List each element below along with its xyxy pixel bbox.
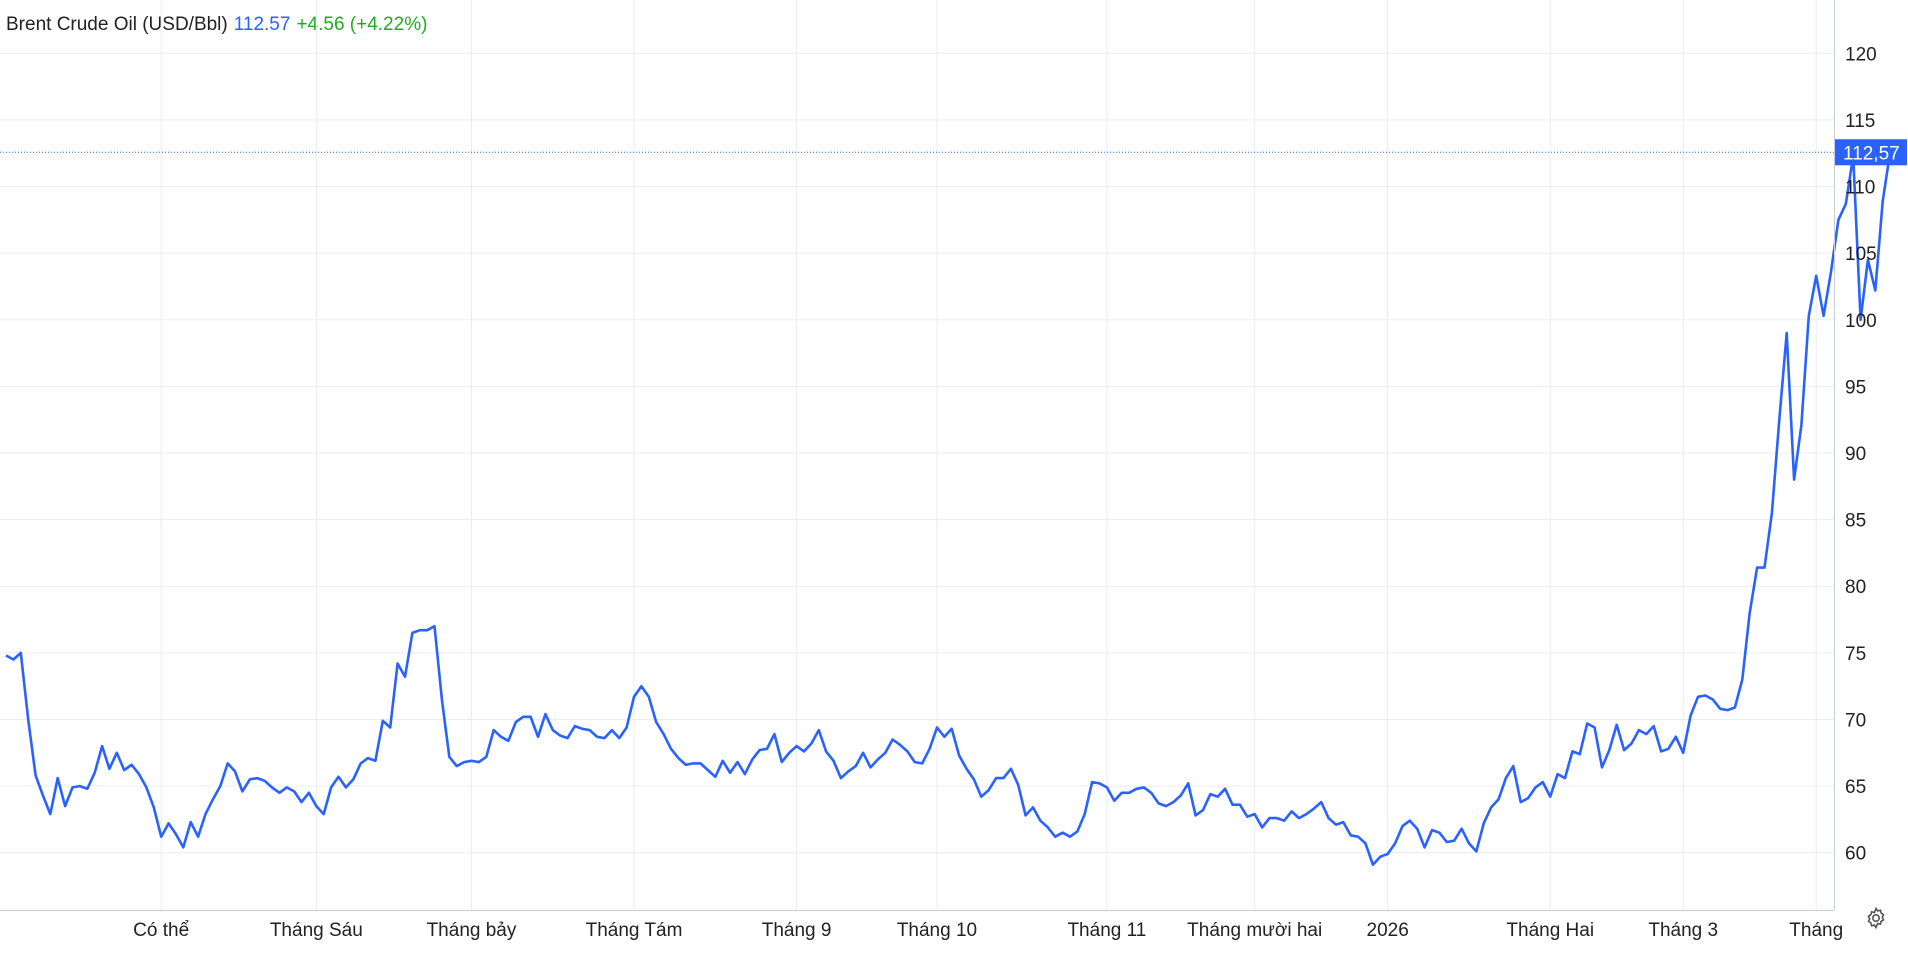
x-tick-label: Tháng 9 — [762, 920, 832, 941]
x-tick-label: Tháng bảy — [427, 920, 517, 941]
last-price: 112.57 — [233, 14, 291, 35]
grid — [0, 0, 1834, 910]
y-tick-label: 65 — [1845, 777, 1866, 798]
y-tick-label: 80 — [1845, 577, 1866, 598]
y-tick-label: 110 — [1845, 178, 1875, 199]
y-tick-label: 60 — [1845, 844, 1866, 865]
y-tick-label: 100 — [1845, 311, 1877, 332]
x-tick-label: Tháng mười hai — [1187, 920, 1322, 941]
y-tick-label: 75 — [1845, 644, 1866, 665]
chart-header: Brent Crude Oil (USD/Bbl) 112.57 +4.56 (+4… — [6, 14, 433, 36]
instrument-name: Brent Crude Oil (USD/Bbl) — [6, 14, 228, 35]
brent-price-line — [5, 152, 1892, 867]
y-tick-label: 95 — [1845, 377, 1866, 398]
y-tick-label: 115 — [1845, 111, 1875, 132]
x-tick-label: Tháng — [1789, 920, 1843, 941]
x-tick-label: Tháng Tám — [586, 920, 683, 941]
x-tick-label: Tháng 10 — [897, 920, 977, 941]
price-change: +4.56 (+4.22%) — [296, 14, 428, 35]
x-tick-label: Tháng 3 — [1648, 920, 1718, 941]
axes: 60 65 70 75 80 85 90 95 100 105 110 115 120 Có thể Thá… — [0, 0, 1907, 941]
settings-button[interactable] — [1864, 906, 1888, 930]
x-tick-label: 2026 — [1367, 920, 1409, 941]
x-tick-label: Có thể — [133, 920, 189, 941]
y-tick-label: 90 — [1845, 444, 1866, 465]
x-tick-label: Tháng Hai — [1506, 920, 1594, 941]
x-tick-label: Tháng Sáu — [270, 920, 363, 941]
y-tick-label: 120 — [1845, 44, 1877, 65]
y-tick-label: 70 — [1845, 710, 1866, 731]
series — [5, 152, 1892, 867]
y-tick-label: 85 — [1845, 511, 1866, 532]
y-tick-label: 105 — [1845, 244, 1877, 265]
x-tick-label: Tháng 11 — [1067, 920, 1146, 941]
gear-icon — [1867, 906, 1885, 930]
price-badge-label: 112,57 — [1843, 143, 1900, 164]
price-badge — [1835, 139, 1907, 166]
